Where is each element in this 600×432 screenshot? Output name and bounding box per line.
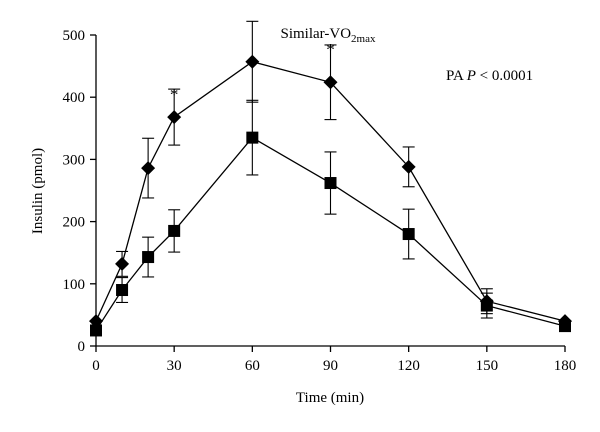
data-point-diamond [401,159,416,174]
series-square [90,99,571,337]
y-tick-label: 400 [63,90,86,106]
data-point-square [324,177,337,190]
x-tick-label: 180 [554,358,577,374]
x-tick-label: 0 [92,358,100,374]
y-axis-label: Insulin (pmol) [30,148,46,234]
x-tick-label: 30 [167,358,182,374]
data-point-square [402,228,415,241]
y-tick-label: 100 [63,277,86,293]
axes: 0 100 200 300 400 500 0 30 60 90 120 150 180 [63,28,577,374]
x-tick-label: 150 [476,358,499,374]
x-tick-label: 120 [397,358,420,374]
data-point-square [142,251,155,264]
data-point-diamond [245,54,260,69]
chart-title: Similar-VO2max [281,26,376,45]
y-tick-label: 0 [78,339,86,355]
significance-mark: * [326,40,335,59]
data-point-square [480,299,493,312]
significance-annotation: PA P < 0.0001 [446,68,533,84]
data-point-square [246,131,259,144]
y-tick-label: 300 [63,152,86,168]
data-point-square [90,324,102,337]
data-point-square [559,320,571,333]
chart-text: Similar-VO2max PA P < 0.0001 Time (min) … [30,26,533,406]
x-tick-label: 90 [323,358,338,374]
data-point-diamond [115,256,130,271]
data-point-diamond [141,161,156,176]
significance-mark: * [170,85,179,104]
series-layer: ** [89,20,572,337]
x-axis-label: Time (min) [296,390,364,406]
y-tick-label: 200 [63,215,86,231]
data-point-diamond [167,110,182,125]
data-point-square [116,284,129,297]
x-tick-label: 60 [245,358,260,374]
data-point-square [168,224,181,237]
y-tick-label: 500 [63,28,86,44]
data-point-diamond [323,75,338,90]
